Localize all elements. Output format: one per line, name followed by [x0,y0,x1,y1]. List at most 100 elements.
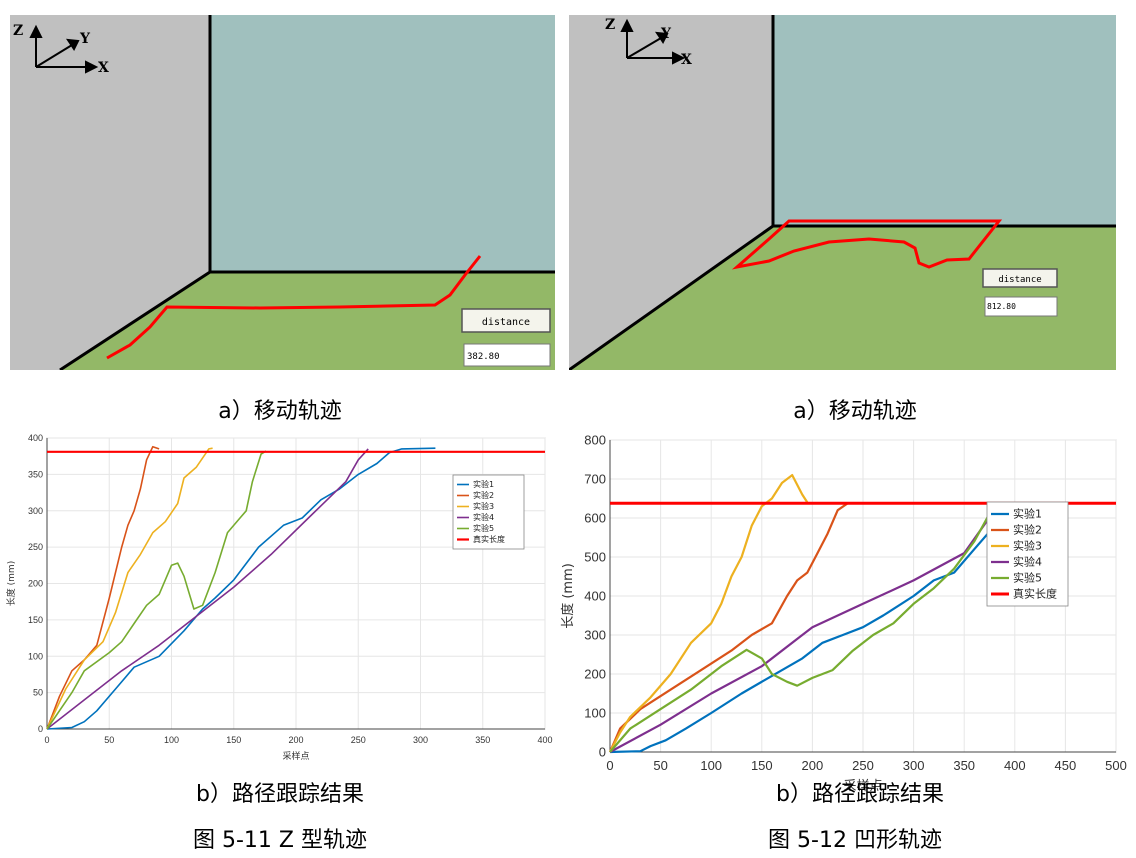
right-figure-caption: 图 5-12 凹形轨迹 [768,828,942,853]
axis-x-label: X [98,60,109,76]
trajectory-path [106,255,482,360]
y-tick-label: 500 [584,549,606,564]
legend-box [452,474,525,550]
axis-z-label: Z [13,23,23,39]
floor-edge-left [59,270,211,370]
x-tick-label: 250 [351,735,366,745]
floor [60,272,555,370]
left-scene-caption: a）移动轨迹 [218,399,342,424]
legend-label: 实验3 [1013,539,1042,553]
x-tick-label: 50 [653,758,667,773]
y-tick-label: 0 [38,724,43,734]
x-tick-label: 400 [537,735,552,745]
distance-button[interactable]: distance [461,308,551,333]
y-tick-label: 200 [584,666,606,681]
distance-button[interactable]: distance [982,268,1058,288]
x-tick-label: 200 [288,735,303,745]
y-tick-label: 600 [584,510,606,525]
axis-y-label: Y [79,31,91,47]
y-axis-label: 长度 (mm) [560,563,576,629]
legend-label: 实验5 [473,523,494,533]
x-tick-label: 300 [413,735,428,745]
legend-label: 真实长度 [1013,587,1057,601]
left-scene: Z Y X distance 382.80 [10,15,555,370]
right-plot-caption: b）路径跟踪结果 [776,782,944,807]
x-axis-label: 采样点 [282,750,309,762]
x-tick-label: 150 [226,735,241,745]
series-line-1 [609,502,1021,754]
x-tick-label: 450 [1055,758,1077,773]
legend-label: 实验1 [1013,507,1042,521]
right-scene-caption: a）移动轨迹 [793,399,917,424]
trajectory-path [731,219,1003,270]
legend-label: 实验4 [1013,555,1042,569]
y-tick-label: 400 [584,588,606,603]
x-tick-label: 300 [903,758,925,773]
left-figure-caption: 图 5-11 Z 型轨迹 [193,828,367,853]
y-tick-label: 250 [28,542,43,552]
x-tick-label: 0 [44,735,49,745]
left-plot-caption: b）路径跟踪结果 [196,782,364,807]
y-axis-label: 长度 (mm) [5,561,17,606]
right-scene-canvas: Z Y X distance 812.80 [569,15,1116,370]
left-chart-svg: 0 50 100 150 200 250 300 350 400 0 50 100 150 200 250 3… [5,433,553,762]
y-tick-label: 50 [33,688,43,698]
distance-value-field[interactable]: 382.80 [463,343,551,367]
x-tick-label: 350 [953,758,975,773]
series-line-2 [46,445,160,730]
series-line-3 [609,473,809,753]
x-tick-label: 0 [606,758,613,773]
y-tick-label: 0 [599,744,606,759]
x-tick-label: 100 [700,758,722,773]
y-tick-label: 200 [28,579,43,589]
series-line-4 [46,448,369,730]
distance-value: 812.80 [987,302,1016,311]
right-scene: Z Y X distance 812.80 [569,15,1116,370]
axis-indicator [620,18,686,65]
y-tick-label: 800 [584,432,606,447]
series-line-3 [46,447,213,730]
legend-box [986,501,1069,607]
x-tick-label: 200 [802,758,824,773]
y-tick-label: 100 [28,651,43,661]
x-tick-label: 400 [1004,758,1026,773]
x-tick-label: 50 [104,735,114,745]
axis-indicator [29,24,99,74]
legend-label: 实验2 [1013,523,1042,537]
y-tick-label: 150 [28,615,43,625]
legend-label: 实验3 [473,501,494,511]
axis-x-label: X [681,52,692,68]
series-line-2 [608,502,849,753]
y-tick-label: 100 [584,705,606,720]
back-wall [210,15,555,272]
y-tick-label: 300 [28,506,43,516]
axis-y-label: Y [660,26,672,42]
x-axis-label: 采样点 [843,779,882,794]
distance-value-field[interactable]: 812.80 [984,296,1058,317]
series-line-5 [46,450,267,730]
left-chart: 0 50 100 150 200 250 300 350 400 0 50 100 150 200 250 3… [0,428,560,768]
x-tick-label: 500 [1105,758,1127,773]
distance-button-label: distance [998,275,1041,285]
y-tick-label: 700 [584,471,606,486]
x-tick-label: 250 [852,758,874,773]
series-line-5 [609,503,996,753]
back-wall [773,15,1116,226]
legend-label: 实验2 [473,490,494,500]
series-line-1 [46,447,436,730]
legend-label: 真实长度 [473,534,505,544]
right-chart: 0 50 100 150 200 250 300 350 400 450 500 0 100 200 300… [560,430,1136,794]
y-tick-label: 400 [28,433,43,443]
distance-value: 382.80 [467,352,500,362]
axis-z-label: Z [605,17,615,33]
left-scene-canvas: Z Y X distance 382.80 [10,15,555,370]
legend-label: 实验1 [473,479,494,489]
y-tick-label: 300 [584,627,606,642]
floor [569,226,1116,370]
floor-edge-left [569,224,774,370]
x-tick-label: 150 [751,758,773,773]
distance-button-label: distance [482,317,530,328]
legend-label: 实验4 [473,512,494,522]
legend-label: 实验5 [1013,571,1042,585]
x-tick-label: 350 [475,735,490,745]
